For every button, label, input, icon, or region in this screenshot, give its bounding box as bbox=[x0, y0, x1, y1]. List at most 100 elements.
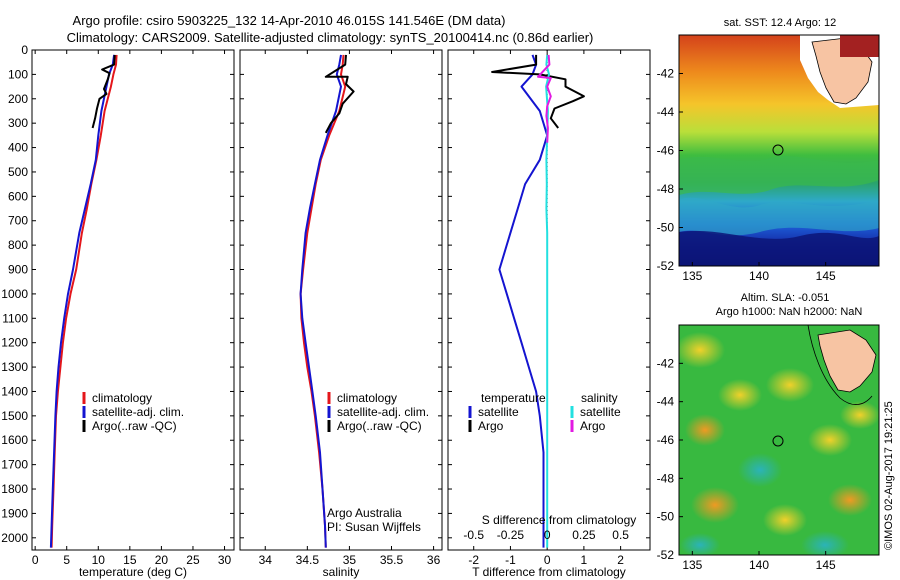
map-y-tick-label: -50 bbox=[657, 221, 675, 235]
x-tick-label: 35 bbox=[343, 553, 357, 567]
y-tick-label: 1800 bbox=[1, 482, 28, 496]
sst-cold-band bbox=[679, 197, 879, 236]
y-tick-label: 600 bbox=[8, 189, 28, 203]
y-tick-label: 700 bbox=[8, 214, 28, 228]
sla-depth-contour bbox=[807, 325, 873, 405]
y-tick-label: 1600 bbox=[1, 433, 28, 447]
legend-label: climatology bbox=[337, 391, 397, 405]
temperature-profile-panel: 0 5 10 15 20 25 300100200300400500600700800900… bbox=[1, 43, 235, 579]
x-tick-label: -2 bbox=[468, 553, 479, 567]
y-tick-label: 1300 bbox=[1, 360, 28, 374]
sla-anomaly bbox=[808, 424, 852, 456]
sst-warm-tongue bbox=[679, 156, 879, 195]
figure-title-line2: Climatology: CARS2009. Satellite-adjuste… bbox=[67, 30, 594, 45]
map-y-tick-label: -52 bbox=[657, 259, 675, 273]
map-y-tick-label: -42 bbox=[657, 356, 675, 370]
plot-frame bbox=[31, 49, 235, 551]
series-line-argo bbox=[537, 54, 552, 143]
sla-map-title-line2: Argo h1000: NaN h2000: NaN bbox=[716, 306, 863, 318]
x2-tick-label: -0.5 bbox=[463, 528, 484, 542]
y-tick-label: 100 bbox=[8, 67, 28, 81]
map-y-tick-label: -46 bbox=[657, 433, 675, 447]
sla-anomaly bbox=[840, 401, 879, 429]
legend-header: salinity bbox=[581, 391, 618, 405]
sla-anomaly bbox=[691, 487, 739, 523]
map-x-tick-label: 145 bbox=[816, 269, 836, 283]
sla-argo-marker bbox=[772, 435, 784, 447]
map-y-tick-label: -44 bbox=[657, 395, 675, 409]
map-x-tick-label: 140 bbox=[749, 269, 769, 283]
y-tick-label: 1200 bbox=[1, 336, 28, 350]
copyright-stamp: ©IMOS 02-Aug-2017 19:21:25 bbox=[883, 401, 895, 550]
x-tick-label: 36 bbox=[427, 553, 441, 567]
y-tick-label: 2000 bbox=[1, 531, 28, 545]
plot-frame bbox=[239, 49, 443, 551]
map-y-tick-label: -50 bbox=[657, 510, 675, 524]
legend-label: Argo(..raw -QC) bbox=[92, 419, 177, 433]
y-tick-label: 400 bbox=[8, 141, 28, 155]
x-axis-label: T difference from climatology bbox=[472, 565, 626, 579]
x2-axis-label: S difference from climatology bbox=[482, 513, 637, 527]
plot-frame bbox=[447, 49, 651, 551]
sla-anomaly bbox=[801, 531, 849, 555]
map-y-tick-label: -52 bbox=[657, 548, 675, 562]
x-tick-label: 34 bbox=[259, 553, 273, 567]
x-tick-label: 5 bbox=[63, 553, 70, 567]
annotation-text: PI: Susan Wijffels bbox=[327, 520, 421, 534]
sla-anomaly bbox=[685, 414, 725, 446]
annotation-text: Argo Australia bbox=[327, 506, 402, 520]
legend-label: satellite bbox=[478, 405, 519, 419]
y-tick-label: 300 bbox=[8, 116, 28, 130]
y-tick-label: 1000 bbox=[1, 287, 28, 301]
difference-profile-panel: -2 -1 0 1 2T difference from climatology temp… bbox=[447, 49, 651, 579]
sla-anomaly bbox=[680, 533, 720, 555]
sst-land-mainland bbox=[840, 35, 879, 57]
sla-land-tasmania bbox=[817, 329, 877, 393]
legend-label: satellite bbox=[580, 405, 621, 419]
map-x-tick-label: 145 bbox=[816, 558, 836, 572]
sla-anomaly bbox=[738, 453, 782, 487]
x-tick-label: 1 bbox=[581, 553, 588, 567]
x-tick-label: 0 bbox=[544, 553, 551, 567]
figure-title-line1: Argo profile: csiro 5903225_132 14-Apr-2… bbox=[73, 13, 506, 28]
y-tick-label: 1700 bbox=[1, 458, 28, 472]
x-tick-label: -1 bbox=[505, 553, 516, 567]
sst-map-title: sat. SST: 12.4 Argo: 12 bbox=[724, 17, 837, 29]
legend-header: temperature bbox=[481, 391, 546, 405]
series-line-argo---raw--qc- bbox=[91, 54, 116, 129]
series-line-satellite-adj--clim- bbox=[299, 54, 342, 548]
series-line-satellite bbox=[545, 54, 550, 548]
y-tick-label: 1400 bbox=[1, 384, 28, 398]
sla-anomaly bbox=[828, 484, 872, 516]
x-tick-label: 30 bbox=[218, 553, 232, 567]
y-tick-label: 1100 bbox=[2, 311, 28, 325]
y-tick-label: 500 bbox=[8, 165, 28, 179]
map-x-tick-label: 135 bbox=[682, 558, 702, 572]
salinity-profile-panel: 34 34.5 35 35.5 36 salinity climatologysatelli… bbox=[239, 49, 443, 579]
y-tick-label: 0 bbox=[21, 43, 28, 57]
map-y-tick-label: -46 bbox=[657, 144, 675, 158]
x-tick-label: 25 bbox=[186, 553, 200, 567]
y-tick-label: 1900 bbox=[1, 506, 28, 520]
x-tick-label: 10 bbox=[92, 553, 106, 567]
legend-label: climatology bbox=[92, 391, 152, 405]
map-x-tick-label: 135 bbox=[682, 269, 702, 283]
map-y-tick-label: -48 bbox=[657, 471, 675, 485]
map-y-tick-label: -48 bbox=[657, 182, 675, 196]
sla-anomaly bbox=[679, 332, 725, 368]
x-axis-label: temperature (deg C) bbox=[79, 565, 187, 579]
map-y-tick-label: -44 bbox=[657, 105, 675, 119]
legend-label: satellite-adj. clim. bbox=[337, 405, 429, 419]
x2-tick-label: 0 bbox=[544, 528, 551, 542]
x-tick-label: 35.5 bbox=[380, 553, 404, 567]
y-tick-label: 200 bbox=[8, 92, 28, 106]
x-tick-label: 20 bbox=[155, 553, 169, 567]
legend-label: Argo bbox=[580, 419, 606, 433]
x-tick-label: 2 bbox=[617, 553, 624, 567]
sla-anomaly bbox=[766, 368, 814, 402]
legend-label: Argo bbox=[478, 419, 504, 433]
x-axis-label: salinity bbox=[323, 565, 360, 579]
x2-tick-label: 0.25 bbox=[572, 528, 596, 542]
map-y-tick-label: -42 bbox=[657, 67, 675, 81]
